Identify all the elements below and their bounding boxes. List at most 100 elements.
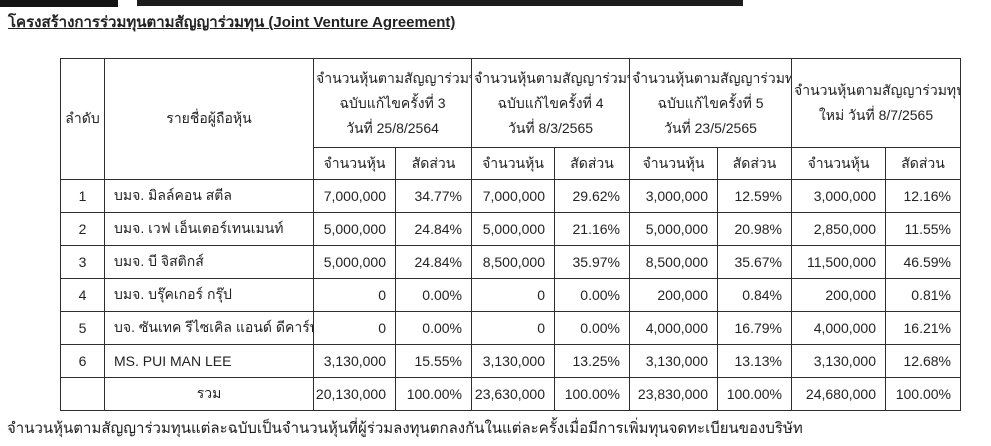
- col-header-ratio: สัดส่วน: [885, 147, 961, 180]
- shares-value: 0: [313, 278, 396, 312]
- row-no: 3: [60, 245, 105, 279]
- shares-value: 3,130,000: [471, 344, 555, 378]
- ratio-value: 15.55%: [395, 344, 472, 378]
- table-row: 1 บมจ. มิลล์คอน สตีล 7,000,000 34.77% 7,…: [60, 179, 961, 213]
- group-header-line: วันที่ 25/8/2564: [346, 119, 439, 136]
- footnote: จำนวนหุ้นตามสัญญาร่วมทุนแต่ละฉบับเป็นจำน…: [7, 420, 803, 437]
- ratio-value: 13.25%: [554, 344, 630, 378]
- shares-value: 3,000,000: [791, 179, 886, 213]
- row-no: 2: [60, 212, 105, 246]
- col-header-ratio: สัดส่วน: [717, 147, 792, 180]
- jv-shareholding-table: ลำดับ รายชื่อผู้ถือหุ้น จำนวนหุ้นตามสัญญ…: [60, 58, 961, 411]
- total-shares-value: 20,130,000: [313, 377, 396, 411]
- page-title: โครงสร้างการร่วมทุนตามสัญญาร่วมทุน (Join…: [8, 14, 456, 31]
- ratio-value: 46.59%: [885, 245, 961, 279]
- col-header-ratio: สัดส่วน: [395, 147, 472, 180]
- shares-value: 5,000,000: [471, 212, 555, 246]
- group-header-line: จำนวนหุ้นตามสัญญาร่วมทุน: [316, 69, 472, 86]
- group-header-line: วันที่ 23/5/2565: [664, 119, 757, 136]
- shareholder-name: บมจ. มิลล์คอน สตีล: [104, 179, 314, 213]
- shares-value: 7,000,000: [471, 179, 555, 213]
- group-header-line: จำนวนหุ้นตามสัญญาร่วมทุน: [794, 82, 961, 98]
- shares-value: 2,850,000: [791, 212, 886, 246]
- col-group-amendment-4: จำนวนหุ้นตามสัญญาร่วมทุน ฉบับแก้ไขครั้งท…: [471, 58, 630, 148]
- shareholder-name: MS. PUI MAN LEE: [104, 344, 314, 378]
- group-header-line: วันที่ 8/3/2565: [507, 119, 594, 136]
- col-header-shares: จำนวนหุ้น: [629, 147, 718, 180]
- shares-value: 5,000,000: [313, 245, 396, 279]
- ratio-value: 35.67%: [717, 245, 792, 279]
- table-row: 2 บมจ. เวฟ เอ็นเตอร์เทนเมนท์ 5,000,000 2…: [60, 212, 961, 246]
- total-shares-value: 23,830,000: [629, 377, 718, 411]
- col-header-shareholder: รายชื่อผู้ถือหุ้น: [104, 58, 314, 180]
- ratio-value: 0.00%: [554, 278, 630, 312]
- shares-value: 5,000,000: [313, 212, 396, 246]
- shares-value: 200,000: [629, 278, 718, 312]
- redaction-bar: [137, 0, 743, 6]
- ratio-value: 34.77%: [395, 179, 472, 213]
- row-no: 6: [60, 344, 105, 378]
- col-group-amendment-5: จำนวนหุ้นตามสัญญาร่วมทุน ฉบับแก้ไขครั้งท…: [629, 58, 792, 148]
- ratio-value: 0.00%: [395, 311, 472, 345]
- row-no: 1: [60, 179, 105, 213]
- shares-value: 3,000,000: [629, 179, 718, 213]
- shares-value: 4,000,000: [629, 311, 718, 345]
- total-ratio-value: 100.00%: [885, 377, 961, 411]
- shares-value: 200,000: [791, 278, 886, 312]
- ratio-value: 12.16%: [885, 179, 961, 213]
- shares-value: 0: [471, 278, 555, 312]
- col-group-new-agreement: จำนวนหุ้นตามสัญญาร่วมทุน ใหม่ วันที่ 8/7…: [791, 58, 961, 148]
- col-group-amendment-3: จำนวนหุ้นตามสัญญาร่วมทุน ฉบับแก้ไขครั้งท…: [313, 58, 472, 148]
- col-header-ratio: สัดส่วน: [554, 147, 630, 180]
- shares-value: 8,500,000: [629, 245, 718, 279]
- group-header-line: จำนวนหุ้นตามสัญญาร่วมทุน: [474, 69, 630, 86]
- col-header-shares: จำนวนหุ้น: [471, 147, 555, 180]
- ratio-value: 24.84%: [395, 212, 472, 246]
- row-no: 4: [60, 278, 105, 312]
- ratio-value: 0.00%: [554, 311, 630, 345]
- total-label: รวม: [104, 377, 314, 411]
- ratio-value: 16.79%: [717, 311, 792, 345]
- group-header-line: ฉบับแก้ไขครั้งที่ 4: [497, 94, 604, 111]
- row-no: 5: [60, 311, 105, 345]
- total-ratio-value: 100.00%: [395, 377, 472, 411]
- shares-value: 8,500,000: [471, 245, 555, 279]
- ratio-value: 0.00%: [395, 278, 472, 312]
- table-row: 4 บมจ. บรุ๊คเกอร์ กรุ๊ป 0 0.00% 0 0.00% …: [60, 278, 961, 312]
- shares-value: 7,000,000: [313, 179, 396, 213]
- shares-value: 4,000,000: [791, 311, 886, 345]
- table-header-group-row: ลำดับ รายชื่อผู้ถือหุ้น จำนวนหุ้นตามสัญญ…: [60, 58, 961, 180]
- total-ratio-value: 100.00%: [554, 377, 630, 411]
- table-row: 3 บมจ. บี จิสติกส์ 5,000,000 24.84% 8,50…: [60, 245, 961, 279]
- ratio-value: 16.21%: [885, 311, 961, 345]
- total-shares-value: 24,680,000: [791, 377, 886, 411]
- ratio-value: 0.81%: [885, 278, 961, 312]
- ratio-value: 20.98%: [717, 212, 792, 246]
- ratio-value: 13.13%: [717, 344, 792, 378]
- col-header-shares: จำนวนหุ้น: [313, 147, 396, 180]
- group-header-line: ใหม่ วันที่ 8/7/2565: [818, 107, 934, 123]
- col-header-shares: จำนวนหุ้น: [791, 147, 886, 180]
- table-total-row: รวม 20,130,000 100.00% 23,630,000 100.00…: [60, 377, 961, 411]
- shares-value: 3,130,000: [313, 344, 396, 378]
- empty-cell: [60, 377, 105, 411]
- total-shares-value: 23,630,000: [471, 377, 555, 411]
- table-row: 5 บจ. ซันเทค รีไซเคิล แอนด์ ดีคาร์บอน 0 …: [60, 311, 961, 345]
- table-subheader-row: จำนวนหุ้น สัดส่วน จำนวนหุ้น สัดส่วน จำนว…: [61, 147, 961, 180]
- shares-value: 3,130,000: [629, 344, 718, 378]
- group-header-line: ฉบับแก้ไขครั้งที่ 5: [657, 94, 764, 111]
- col-header-no: ลำดับ: [60, 58, 105, 180]
- shares-value: 5,000,000: [629, 212, 718, 246]
- shares-value: 11,500,000: [791, 245, 886, 279]
- ratio-value: 12.59%: [717, 179, 792, 213]
- ratio-value: 0.84%: [717, 278, 792, 312]
- shareholder-name: บมจ. บรุ๊คเกอร์ กรุ๊ป: [104, 278, 314, 312]
- shares-value: 3,130,000: [791, 344, 886, 378]
- table-row: 6 MS. PUI MAN LEE 3,130,000 15.55% 3,130…: [60, 344, 961, 378]
- ratio-value: 12.68%: [885, 344, 961, 378]
- total-ratio-value: 100.00%: [717, 377, 792, 411]
- redaction-bar: [0, 0, 118, 7]
- shareholder-name: บจ. ซันเทค รีไซเคิล แอนด์ ดีคาร์บอน: [104, 311, 314, 345]
- shares-value: 0: [471, 311, 555, 345]
